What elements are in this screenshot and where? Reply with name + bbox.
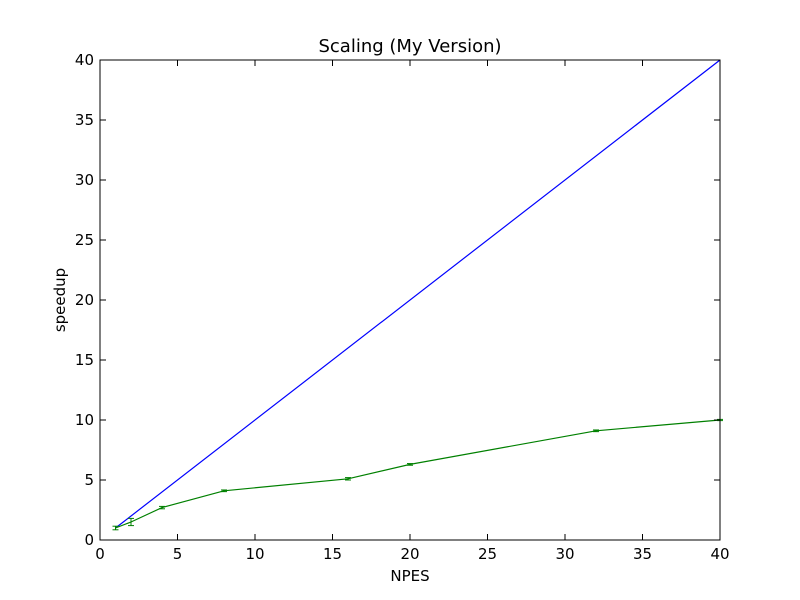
chart-title: Scaling (My Version) bbox=[318, 36, 501, 57]
x-tick-label: 5 bbox=[173, 545, 183, 563]
y-tick-label: 25 bbox=[75, 231, 94, 249]
series-1-errorbar bbox=[221, 489, 227, 493]
x-tick-label: 15 bbox=[323, 545, 342, 563]
series-1-errorbar bbox=[593, 429, 599, 433]
series-1-errorbar bbox=[112, 525, 119, 531]
plot-layer bbox=[112, 59, 723, 531]
series-0-line bbox=[115, 59, 721, 529]
y-tick-label: 10 bbox=[75, 411, 94, 429]
x-tick-label: 20 bbox=[400, 545, 419, 563]
x-tick-label: 30 bbox=[555, 545, 574, 563]
x-tick-label: 0 bbox=[95, 545, 105, 563]
x-axis-label: NPES bbox=[390, 567, 429, 585]
series-1-errorbar bbox=[159, 505, 165, 510]
y-tick-label: 0 bbox=[84, 531, 94, 549]
y-tick-label: 40 bbox=[75, 51, 94, 69]
y-axis-label: speedup bbox=[51, 268, 69, 332]
y-tick-label: 35 bbox=[75, 111, 94, 129]
x-tick-label: 10 bbox=[245, 545, 264, 563]
y-tick-label: 5 bbox=[84, 471, 94, 489]
x-tick-label: 25 bbox=[478, 545, 497, 563]
y-tick-label: 30 bbox=[75, 171, 94, 189]
series-1-errorbar bbox=[407, 463, 413, 466]
x-tick-label: 35 bbox=[633, 545, 652, 563]
ticks-layer: 0 5 10 15 20 25 30 35 40 0 5 10 15 20 25 30 35 40 bbox=[75, 51, 730, 563]
y-tick-label: 20 bbox=[75, 291, 94, 309]
series-1-errorbar bbox=[345, 477, 351, 481]
series-1-line bbox=[115, 419, 721, 529]
series-1-errorbar bbox=[128, 517, 134, 527]
y-tick-label: 15 bbox=[75, 351, 94, 369]
x-tick-label: 40 bbox=[710, 545, 729, 563]
